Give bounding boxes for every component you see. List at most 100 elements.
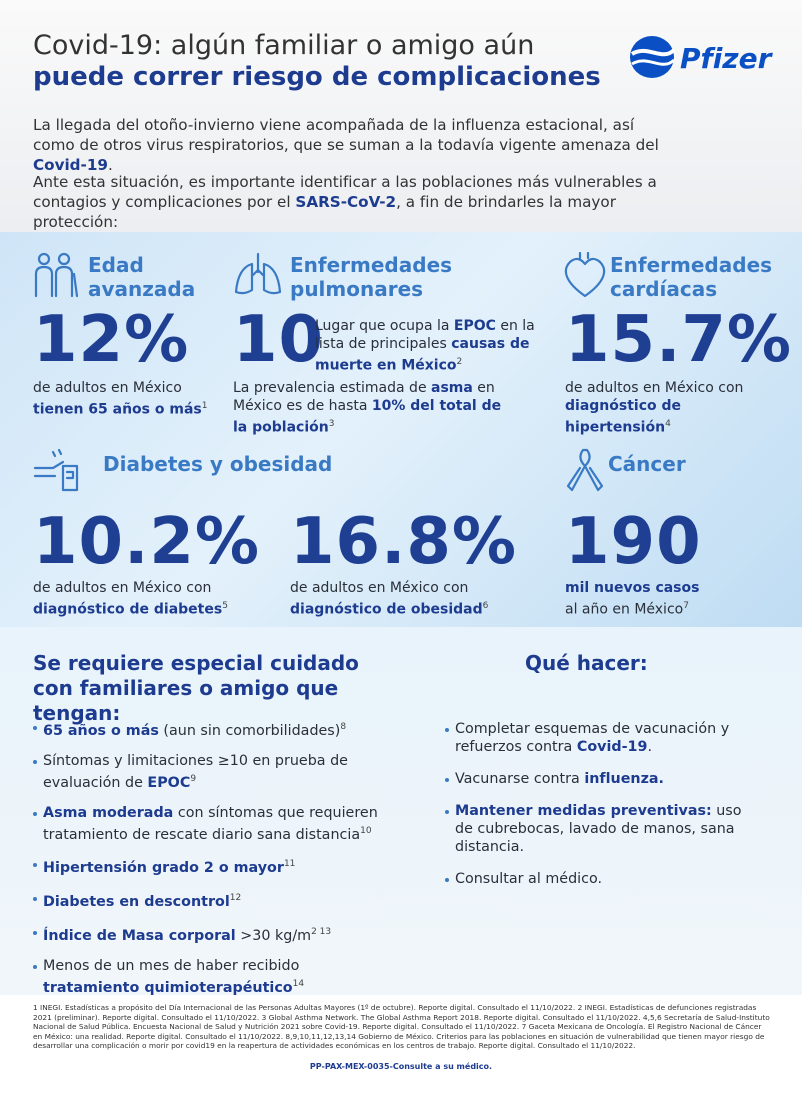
icon-shape	[631, 58, 676, 66]
bold-run: diagnóstico de diabetes	[33, 601, 223, 618]
bold-run: Índice de Masa corporal	[43, 927, 236, 944]
care-item: 65 años o más (aun sin comorbilidades)8	[33, 718, 393, 740]
stat-text: de adultos en México con diagnóstico de …	[33, 579, 233, 619]
stat-text: de adultos en México con diagnóstico de …	[565, 379, 790, 437]
section-heading: Edad avanzada	[88, 253, 196, 301]
superscript: 6	[482, 601, 489, 611]
superscript: 12	[229, 893, 242, 904]
text-run: Ante esta situación, es importante ident…	[33, 173, 657, 211]
superscript: 8	[340, 722, 347, 732]
icon-shape	[33, 448, 79, 492]
care-item: Diabetes en descontrol12	[33, 889, 393, 911]
text-run: de adultos en México con	[565, 380, 744, 396]
text-run: con síntomas que requieren tratamiento d…	[43, 804, 378, 843]
text-run: Menos de un mes de haber recibido	[43, 957, 300, 974]
text-run: (aun sin comorbilidades)	[158, 722, 341, 739]
care-item: Síntomas y limitaciones ≥10 en prueba de…	[33, 752, 393, 792]
text-run: Lugar que ocupa la	[315, 318, 454, 334]
figure: 10	[233, 303, 325, 377]
todo-item: Vacunarse contra influenza.	[445, 770, 755, 788]
superscript: 2 13	[311, 926, 332, 937]
bold-run: 65 años o más	[43, 722, 159, 739]
stats-band	[0, 232, 802, 627]
bold-run: Hipertensión grado 2 o mayor	[43, 860, 284, 877]
bold-run: asma	[431, 380, 473, 396]
lungs-icon	[234, 252, 282, 295]
figure: 15.7%	[565, 303, 793, 377]
bold-run: diagnóstico de obesidad	[290, 601, 483, 618]
bold-run: EPOC	[147, 774, 191, 791]
care-band	[0, 627, 802, 995]
text-run: La llegada del otoño-invierno viene acom…	[33, 116, 659, 154]
bold-run: Asma moderada	[43, 804, 174, 821]
superscript: 10	[360, 825, 372, 836]
logo-text: Pfizer	[680, 42, 774, 75]
superscript: 14	[292, 978, 305, 989]
icon-shape	[630, 48, 676, 57]
bold-run: 10% del total de la población	[233, 398, 502, 436]
todo-item: Mantener medidas preventivas: uso de cub…	[445, 802, 755, 856]
stat-text: Lugar que ocupa la EPOC en la lista de p…	[315, 317, 540, 375]
text-run: Consultar al médico.	[455, 871, 603, 887]
text-run: al año en México	[565, 601, 684, 618]
icon-shape	[34, 265, 79, 298]
intro-paragraph: La llegada del otoño-invierno viene acom…	[33, 115, 673, 175]
text-run: en México es de hasta	[233, 380, 495, 414]
glucometer-icon	[33, 448, 79, 492]
todo-item: Completar esquemas de vacunación y refue…	[445, 720, 755, 756]
bold-run: diagnóstico de hipertensión	[565, 398, 682, 436]
bold-run: SARS-CoV-2	[295, 193, 397, 211]
todo-heading: Qué hacer:	[525, 651, 648, 675]
superscript: 7	[683, 601, 689, 611]
stat-text: La prevalencia estimada de asma en Méxic…	[233, 379, 518, 437]
bold-run: tratamiento quimioterapéutico	[43, 979, 293, 996]
superscript: 9	[190, 773, 197, 784]
figure: 10.2%	[33, 505, 261, 579]
heart-icon	[564, 252, 606, 298]
text-run: La prevalencia estimada de	[233, 380, 432, 396]
text-run: de adultos en México con	[33, 580, 212, 596]
superscript: 4	[665, 419, 671, 429]
text-run: en la lista de principales	[315, 318, 535, 352]
footer-band	[0, 995, 802, 1098]
superscript: 5	[222, 601, 228, 611]
figure: 12%	[33, 303, 190, 377]
text-run: uso de cubrebocas, lavado de manos, sana…	[455, 803, 742, 855]
text-run: Vacunarse contra	[455, 771, 585, 787]
intro-paragraph: Ante esta situación, es importante ident…	[33, 172, 673, 232]
section-heading: Diabetes y obesidad	[103, 452, 333, 476]
icon-shape	[566, 448, 604, 492]
superscript: 11	[283, 859, 296, 870]
care-item: Asma moderada con síntomas que requieren…	[33, 804, 393, 844]
section-heading: Enfermedades pulmonares	[290, 253, 453, 301]
icon-shape	[37, 252, 51, 266]
care-item: Índice de Masa corporal >30 kg/m2 13	[33, 923, 393, 945]
bold-run: Covid-19	[33, 156, 108, 174]
todo-list: Completar esquemas de vacunación y refue…	[445, 720, 755, 888]
superscript: 2	[456, 357, 463, 367]
bold-run: Covid-19	[576, 739, 648, 755]
todo-item: Consultar al médico.	[445, 870, 755, 888]
bold-run: Mantener medidas preventivas:	[455, 803, 712, 819]
title-line: puede correr riesgo de complicaciones	[33, 62, 601, 92]
text-run: .	[108, 156, 113, 174]
section-heading: Enfermedades cardíacas	[610, 253, 773, 301]
text-run: >30 kg/m	[235, 927, 312, 944]
icon-shape	[630, 36, 674, 78]
logo: Pfizer	[630, 36, 774, 78]
icon-shape	[564, 252, 606, 298]
bold-run: tienen 65 años o más	[33, 401, 202, 418]
icon-shape	[57, 252, 71, 266]
stat-text: de adultos en México tienen 65 años o má…	[33, 379, 213, 419]
superscript: 3	[328, 419, 335, 429]
document-code: PP-PAX-MEX-0035-Consulte a su médico.	[309, 1062, 493, 1071]
figure: 16.8%	[290, 505, 518, 579]
text-run: de adultos en México con	[290, 580, 469, 596]
text-run: , a fin de brindarles la mayor protecció…	[33, 193, 616, 231]
text-run: Completar esquemas de vacunación y refue…	[455, 721, 730, 755]
text-run: de adultos en México	[33, 380, 182, 396]
care-item: Menos de un mes de haber recibido tratam…	[33, 957, 393, 997]
